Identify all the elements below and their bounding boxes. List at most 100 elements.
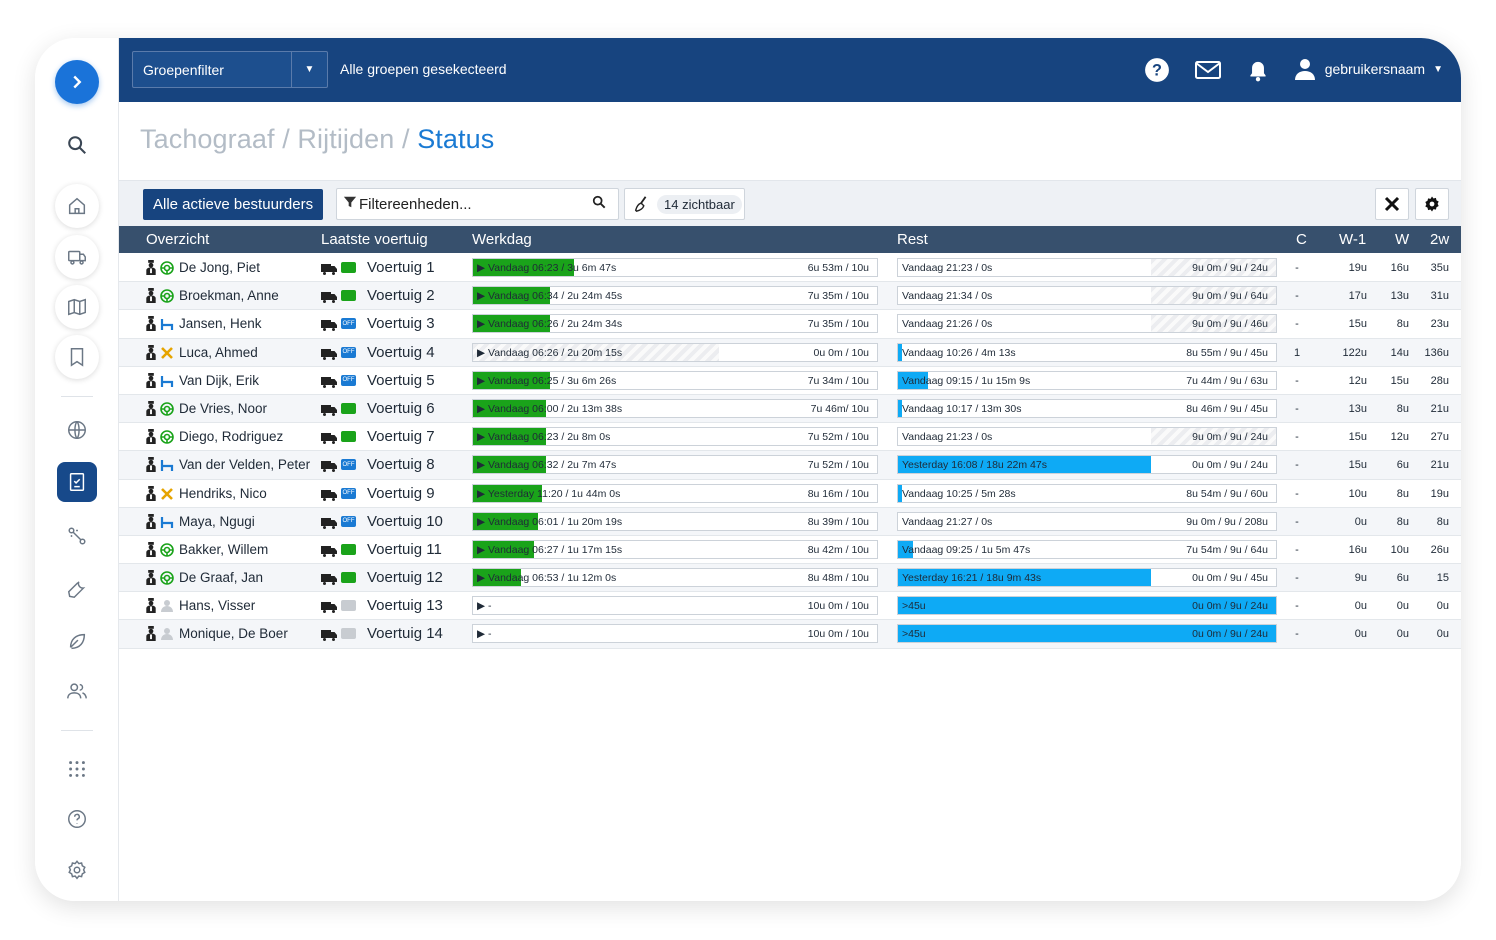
rest-bar[interactable]: Yesterday 16:21 / 18u 9m 43s 0u 0m / 9u /… <box>897 568 1277 588</box>
vehicle-name[interactable]: Voertuig 10 <box>367 512 443 530</box>
col-w[interactable]: W <box>1395 231 1410 248</box>
sidebar-item-help[interactable] <box>55 797 99 841</box>
sidebar-item-bookmarks[interactable] <box>55 335 99 379</box>
col-w-minus-1[interactable]: W-1 <box>1339 231 1367 248</box>
col-2w[interactable]: 2w <box>1430 231 1450 248</box>
table-row[interactable]: Maya, Ngugi OFF Voertuig 10 ▶ Vandaag 06:01… <box>119 507 1461 536</box>
vehicle-name[interactable]: Voertuig 8 <box>367 456 435 474</box>
vehicle-name[interactable]: Voertuig 6 <box>367 399 435 417</box>
table-row[interactable]: Luca, Ahmed OFF Voertuig 4 ▶ Vandaag 06:26 … <box>119 338 1461 367</box>
driver-name[interactable]: Van der Velden, Peter <box>179 457 311 473</box>
workday-bar[interactable]: ▶ - 10u 0m / 10u <box>472 624 878 644</box>
driver-name[interactable]: Bakker, Willem <box>179 541 269 557</box>
sidebar-item-users[interactable] <box>55 669 99 713</box>
vehicle-name[interactable]: Voertuig 5 <box>367 371 435 389</box>
workday-bar[interactable]: ▶ Vandaag 06:23 / 2u 8m 0s 7u 52m / 10u <box>472 427 878 447</box>
rest-bar[interactable]: Vandaag 10:26 / 4m 13s 8u 55m / 9u / 45u <box>897 342 1277 362</box>
table-row[interactable]: Jansen, Henk OFF Voertuig 3 ▶ Vandaag 06:26… <box>119 310 1461 339</box>
vehicle-name[interactable]: Voertuig 1 <box>367 259 435 276</box>
workday-bar[interactable]: ▶ Yesterday 11:20 / 1u 44m 0s 8u 16m / 10… <box>472 483 878 503</box>
expand-sidebar-button[interactable] <box>55 60 99 104</box>
vehicle-name[interactable]: Voertuig 9 <box>367 484 435 502</box>
filter-input[interactable]: Filtereenheden... <box>336 188 619 220</box>
vehicle-name[interactable]: Voertuig 13 <box>367 597 443 615</box>
rest-bar[interactable]: Vandaag 10:17 / 13m 30s 8u 46m / 9u / 45u <box>897 398 1277 418</box>
table-row[interactable]: Hans, Visser Voertuig 13 ▶ - 10u 0m / 10u >4… <box>119 592 1461 621</box>
driver-name[interactable]: Hendriks, Nico <box>179 485 267 501</box>
vehicle-name[interactable]: Voertuig 3 <box>367 315 435 333</box>
workday-bar[interactable]: ▶ Vandaag 06:25 / 3u 6m 26s 7u 34m / 10u <box>472 370 878 390</box>
col-workday[interactable]: Werkdag <box>472 231 532 248</box>
workday-bar[interactable]: ▶ Vandaag 06:23 / 3u 6m 47s 6u 53m / 10u <box>472 258 878 277</box>
search-icon[interactable] <box>592 195 618 213</box>
vehicle-name[interactable]: Voertuig 7 <box>367 428 435 446</box>
workday-bar[interactable]: ▶ Vandaag 06:32 / 2u 7m 47s 7u 52m / 10u <box>472 455 878 475</box>
vehicle-name[interactable]: Voertuig 11 <box>367 540 442 558</box>
workday-bar[interactable]: ▶ Vandaag 06:27 / 1u 17m 15s 8u 42m / 10u <box>472 539 878 559</box>
driver-name[interactable]: Diego, Rodriguez <box>179 429 284 445</box>
col-rest[interactable]: Rest <box>897 231 928 248</box>
sidebar-item-vehicles[interactable] <box>55 235 99 279</box>
sidebar-item-home[interactable] <box>55 184 99 228</box>
workday-bar[interactable]: ▶ - 10u 0m / 10u <box>472 596 878 616</box>
search-button[interactable] <box>55 123 99 167</box>
rest-bar[interactable]: Vandaag 21:23 / 0s 9u 0m / 9u / 24u <box>897 258 1277 277</box>
sidebar-item-routes[interactable] <box>55 514 99 558</box>
driver-name[interactable]: De Graaf, Jan <box>179 570 264 586</box>
rest-bar[interactable]: Vandaag 21:26 / 0s 9u 0m / 9u / 46u <box>897 314 1277 334</box>
notifications-button[interactable] <box>1244 56 1272 84</box>
workday-bar[interactable]: ▶ Vandaag 06:26 / 2u 24m 34s 7u 35m / 10u <box>472 314 878 334</box>
workday-bar[interactable]: ▶ Vandaag 06:34 / 2u 24m 45s 7u 35m / 10u <box>472 286 878 306</box>
sidebar-item-settings[interactable] <box>55 848 99 892</box>
breadcrumb-driving-times[interactable]: Rijtijden <box>297 124 395 154</box>
sidebar-item-tachograph[interactable] <box>57 462 97 502</box>
sidebar-item-globe[interactable] <box>55 408 99 452</box>
driver-name[interactable]: Luca, Ahmed <box>179 344 258 360</box>
driver-name[interactable]: De Jong, Piet <box>179 260 261 275</box>
sidebar-item-map[interactable] <box>55 285 99 329</box>
table-row[interactable]: Van Dijk, Erik OFF Voertuig 5 ▶ Vandaag 06:… <box>119 367 1461 395</box>
rest-bar[interactable]: Vandaag 21:34 / 0s 9u 0m / 9u / 64u <box>897 286 1277 306</box>
sidebar-item-maintenance[interactable] <box>55 567 99 611</box>
table-row[interactable]: Broekman, Anne Voertuig 2 ▶ Vandaag 06:34 … <box>119 282 1461 311</box>
table-row[interactable]: Diego, Rodriguez Voertuig 7 ▶ Vandaag 06:2… <box>119 423 1461 452</box>
workday-bar[interactable]: ▶ Vandaag 06:01 / 1u 20m 19s 8u 39m / 10u <box>472 511 878 531</box>
vehicle-name[interactable]: Voertuig 12 <box>367 569 443 587</box>
table-row[interactable]: Monique, De Boer Voertuig 14 ▶ - 10u 0m / 1… <box>119 620 1461 649</box>
rest-bar[interactable]: Yesterday 16:08 / 18u 22m 47s 0u 0m / 9u … <box>897 455 1277 475</box>
rest-bar[interactable]: Vandaag 09:15 / 1u 15m 9s 7u 44m / 9u / 6… <box>897 370 1277 390</box>
col-c[interactable]: C <box>1296 231 1307 248</box>
vehicle-name[interactable]: Voertuig 2 <box>367 287 435 305</box>
driver-name[interactable]: Jansen, Henk <box>179 316 262 332</box>
table-row[interactable]: Van der Velden, Peter OFF Voertuig 8 ▶ Vand… <box>119 451 1461 480</box>
driver-name[interactable]: Broekman, Anne <box>179 288 279 304</box>
active-drivers-button[interactable]: Alle actieve bestuurders <box>143 189 324 220</box>
driver-name[interactable]: Hans, Visser <box>179 598 256 614</box>
rest-bar[interactable]: Vandaag 21:27 / 0s 9u 0m / 9u / 208u <box>897 511 1277 531</box>
messages-button[interactable] <box>1194 56 1222 84</box>
vehicle-name[interactable]: Voertuig 14 <box>367 625 443 643</box>
group-filter-select[interactable]: Groepenfilter ▼ <box>132 51 328 88</box>
table-row[interactable]: De Vries, Noor Voertuig 6 ▶ Vandaag 06:00 … <box>119 394 1461 424</box>
driver-name[interactable]: De Vries, Noor <box>179 400 268 416</box>
table-row[interactable]: Bakker, Willem Voertuig 11 ▶ Vandaag 06:27… <box>119 536 1461 565</box>
driver-name[interactable]: Van Dijk, Erik <box>179 372 260 388</box>
rest-bar[interactable]: >45u 0u 0m / 9u / 24u <box>897 624 1277 644</box>
driver-name[interactable]: Maya, Ngugi <box>179 513 255 529</box>
vehicle-name[interactable]: Voertuig 4 <box>367 343 435 361</box>
table-settings-button[interactable] <box>1415 188 1449 220</box>
table-row[interactable]: De Jong, Piet Voertuig 1 ▶ Vandaag 06:23 /… <box>119 254 1461 283</box>
workday-bar[interactable]: ▶ Vandaag 06:00 / 2u 13m 38s 7u 46m/ 10u <box>472 398 878 418</box>
col-overview[interactable]: Overzicht <box>146 231 210 248</box>
visible-count-button[interactable]: 14 zichtbaar <box>624 188 745 220</box>
table-row[interactable]: Hendriks, Nico OFF Voertuig 9 ▶ Yesterday 1… <box>119 480 1461 508</box>
export-excel-button[interactable] <box>1375 188 1409 220</box>
col-last-vehicle[interactable]: Laatste voertuig <box>321 231 428 248</box>
workday-bar[interactable]: ▶ Vandaag 06:53 / 1u 12m 0s 8u 48m / 10u <box>472 568 878 588</box>
workday-bar[interactable]: ▶ Vandaag 06:26 / 2u 20m 15s 0u 0m / 10u <box>472 342 878 362</box>
breadcrumb-tachograph[interactable]: Tachograaf <box>140 124 275 154</box>
rest-bar[interactable]: Vandaag 09:25 / 1u 5m 47s 7u 54m / 9u / 6… <box>897 539 1277 559</box>
user-menu[interactable]: gebruikersnaam ▼ <box>1293 57 1443 81</box>
rest-bar[interactable]: Vandaag 21:23 / 0s 9u 0m / 9u / 24u <box>897 427 1277 447</box>
rest-bar[interactable]: >45u 0u 0m / 9u / 24u <box>897 596 1277 616</box>
